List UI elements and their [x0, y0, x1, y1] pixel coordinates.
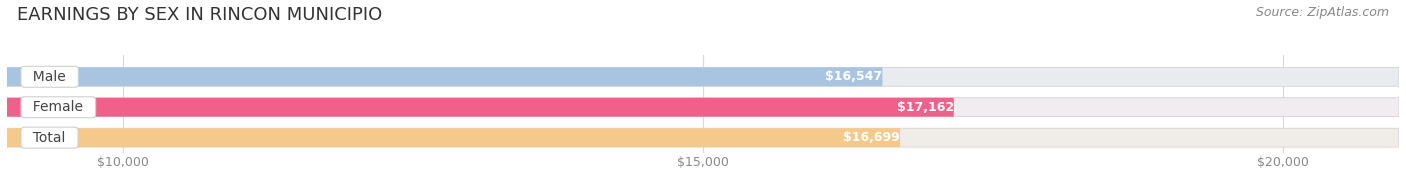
Text: $16,699: $16,699 — [844, 131, 900, 144]
Text: $17,162: $17,162 — [897, 101, 953, 114]
FancyBboxPatch shape — [7, 67, 883, 86]
FancyBboxPatch shape — [7, 67, 1399, 86]
Text: $16,547: $16,547 — [825, 70, 883, 83]
Text: Source: ZipAtlas.com: Source: ZipAtlas.com — [1256, 6, 1389, 19]
Text: EARNINGS BY SEX IN RINCON MUNICIPIO: EARNINGS BY SEX IN RINCON MUNICIPIO — [17, 6, 382, 24]
FancyBboxPatch shape — [7, 98, 1399, 117]
Text: Male: Male — [24, 70, 75, 84]
FancyBboxPatch shape — [7, 128, 1399, 147]
Text: Total: Total — [24, 131, 75, 145]
Text: Female: Female — [24, 100, 93, 114]
FancyBboxPatch shape — [7, 128, 900, 147]
FancyBboxPatch shape — [7, 98, 953, 117]
